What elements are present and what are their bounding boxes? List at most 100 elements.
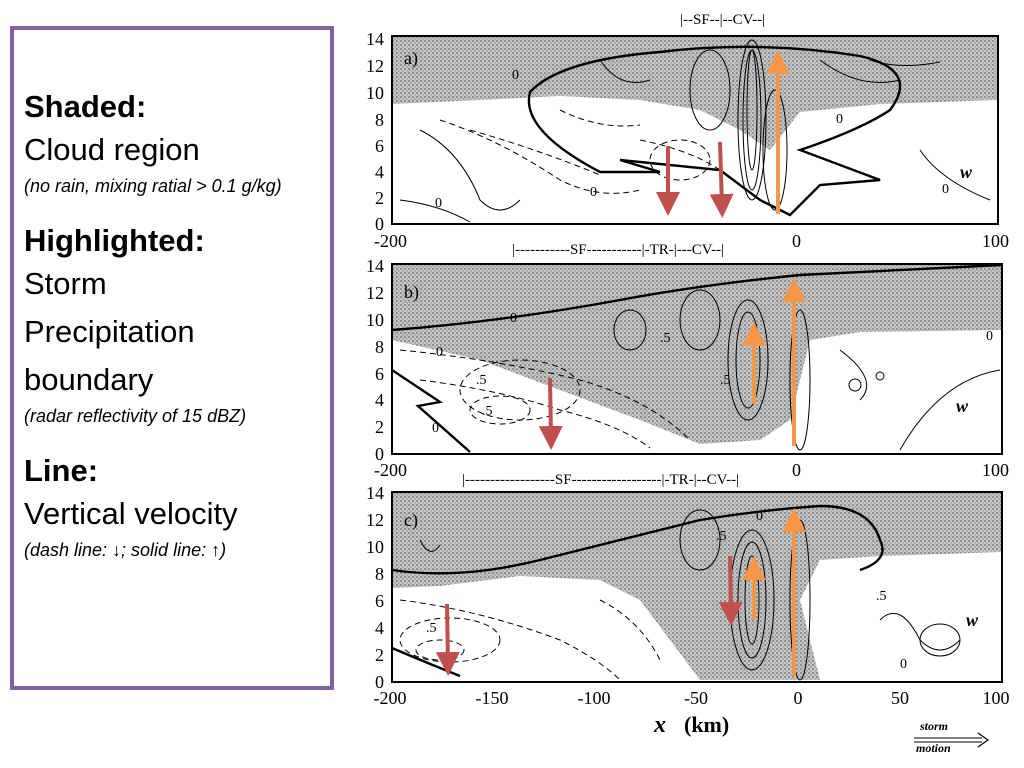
- panel-c-contour-label: .5: [426, 621, 437, 636]
- panel-c-downdraft-arrow: [718, 555, 743, 626]
- y-tick-label: 10: [366, 83, 384, 103]
- panel-b-contour-label: 0: [432, 421, 439, 436]
- panel-a-variable-label: w: [960, 162, 973, 182]
- panel-c-contour-label: .5: [876, 589, 887, 604]
- shaded-note: (no rain, mixing ratial > 0.1 g/kg): [24, 176, 282, 196]
- panel-b-variable-label: w: [956, 396, 969, 416]
- y-tick-label: 10: [366, 310, 384, 330]
- y-tick-label: 6: [375, 591, 384, 611]
- y-tick-label: 12: [366, 510, 384, 530]
- panel-b-x-tick-label: 100: [982, 460, 1009, 480]
- panel-b-precip-boundary: [391, 369, 471, 453]
- line-description: Vertical velocity: [24, 496, 238, 531]
- panel-a-dashed-contours: [439, 109, 721, 194]
- panel-a-x-tick-label: 0: [792, 231, 801, 251]
- panel-b-downdraft-arrow: [538, 377, 563, 450]
- y-tick-label: 8: [375, 337, 384, 357]
- y-tick-label: 4: [375, 618, 384, 638]
- y-tick-label: 2: [375, 417, 384, 437]
- x-tick-label: -100: [578, 688, 611, 708]
- panel-a-downdraft-arrow: [709, 141, 734, 218]
- panel-b-cloud-shading: [392, 264, 1002, 444]
- highlighted-note: (radar reflectivity of 15 dBZ): [24, 406, 247, 426]
- panel-c-precip-boundary: [391, 504, 884, 575]
- panel-a-contour-label: 0: [512, 68, 519, 83]
- panel-b-header: |-----------SF-----------|-TR-|---CV--|: [512, 242, 724, 258]
- panel-c-dashed-contours: [399, 599, 661, 681]
- panel-b-contour-label: .5: [660, 331, 671, 346]
- panel-a-y-axis: 0 2 4 6 8 10 12 14: [366, 29, 384, 234]
- highlighted-description-1: Storm: [24, 266, 107, 301]
- y-tick-label: 6: [375, 364, 384, 384]
- panel-a-contours: [399, 39, 991, 223]
- panel-b-contour-label: .5: [482, 404, 493, 419]
- panel-b-x-tick-label: 0: [792, 460, 801, 480]
- y-tick-label: 12: [366, 56, 384, 76]
- panel-b-contour-label: 0: [436, 345, 443, 360]
- y-tick-label: 2: [375, 188, 384, 208]
- panel-b: |-----------SF-----------|-TR-|---CV--| …: [366, 242, 1009, 480]
- x-tick-label: -200: [374, 688, 407, 708]
- panel-a-contour-label: 0: [836, 112, 843, 127]
- cross-section-figure: |--SF--|--CV--| a) 0: [366, 12, 1010, 755]
- panel-a-frame: [391, 35, 999, 225]
- x-axis-unit: (km): [684, 712, 729, 737]
- panel-b-contours: [613, 289, 1001, 451]
- legend-content: Shaded: Cloud region (no rain, mixing ra…: [24, 88, 334, 562]
- x-tick-label: -150: [476, 688, 509, 708]
- y-tick-label: 0: [375, 444, 384, 464]
- y-tick-label: 6: [375, 136, 384, 156]
- x-tick-label: -50: [684, 688, 708, 708]
- highlighted-description-2: Precipitation: [24, 314, 195, 349]
- panel-b-contour-label: 0: [510, 311, 517, 326]
- x-axis-variable: x: [653, 712, 666, 738]
- line-heading: Line:: [24, 453, 99, 488]
- panel-a-contour-label: 0: [942, 182, 949, 197]
- y-tick-label: 2: [375, 645, 384, 665]
- panel-b-dashed-contours: [399, 349, 691, 449]
- panel-b-precip-boundary: [391, 263, 1003, 332]
- panel-a-label: a): [404, 48, 418, 69]
- y-tick-label: 14: [366, 483, 384, 503]
- storm-motion-indicator: storm motion: [914, 719, 990, 755]
- panel-c-contour-label: 0: [900, 657, 907, 672]
- x-axis-title: x (km): [653, 712, 729, 738]
- storm-motion-label-1: storm: [919, 719, 948, 733]
- y-tick-label: 8: [375, 110, 384, 130]
- storm-motion-label-2: motion: [916, 741, 951, 755]
- panel-c-downdraft-arrow: [435, 603, 460, 676]
- panel-c-header: |------------------SF------------------|…: [462, 472, 739, 488]
- panel-c-y-axis: 0 2 4 6 8 10 12 14: [366, 483, 384, 692]
- panel-b-label: b): [404, 282, 419, 303]
- panel-b-contour-label: 0: [986, 329, 993, 344]
- y-tick-label: 10: [366, 537, 384, 557]
- panel-c: |------------------SF------------------|…: [366, 472, 1010, 708]
- y-tick-label: 0: [375, 672, 384, 692]
- panel-b-contour-label: .5: [720, 373, 731, 388]
- line-note: (dash line: ↓; solid line: ↑): [24, 540, 227, 560]
- highlighted-heading: Highlighted:: [24, 223, 205, 258]
- y-tick-label: 8: [375, 564, 384, 584]
- panel-a-cloud-shading: [392, 36, 998, 150]
- panel-c-frame: [391, 491, 1003, 683]
- y-tick-label: 0: [375, 214, 384, 234]
- y-tick-label: 14: [366, 256, 384, 276]
- x-tick-label: 100: [983, 688, 1010, 708]
- panel-c-x-axis: -200 -150 -100 -50 0 50 100: [374, 688, 1010, 708]
- panel-a-x-tick-label: 100: [982, 231, 1009, 251]
- legend-box: Shaded: Cloud region (no rain, mixing ra…: [10, 26, 334, 690]
- panel-c-cloud-shading: [392, 492, 1002, 680]
- panel-a-x-tick-label: -200: [374, 231, 407, 251]
- panel-a-contour-label: 0: [590, 185, 597, 200]
- shaded-heading: Shaded:: [24, 89, 147, 124]
- panel-c-contour-label: 0: [756, 509, 763, 524]
- panel-b-y-axis: 0 2 4 6 8 10 12 14: [366, 256, 384, 464]
- panel-c-contour-label: .5: [716, 529, 727, 544]
- panel-a-contour-label: 0: [435, 196, 442, 211]
- panel-b-contour-label: .5: [476, 373, 487, 388]
- y-tick-label: 4: [375, 390, 384, 410]
- y-tick-label: 4: [375, 162, 384, 182]
- panel-a: |--SF--|--CV--| a) 0: [366, 12, 1009, 251]
- x-tick-label: 0: [794, 688, 803, 708]
- storm-motion-arrow-icon: [914, 732, 990, 748]
